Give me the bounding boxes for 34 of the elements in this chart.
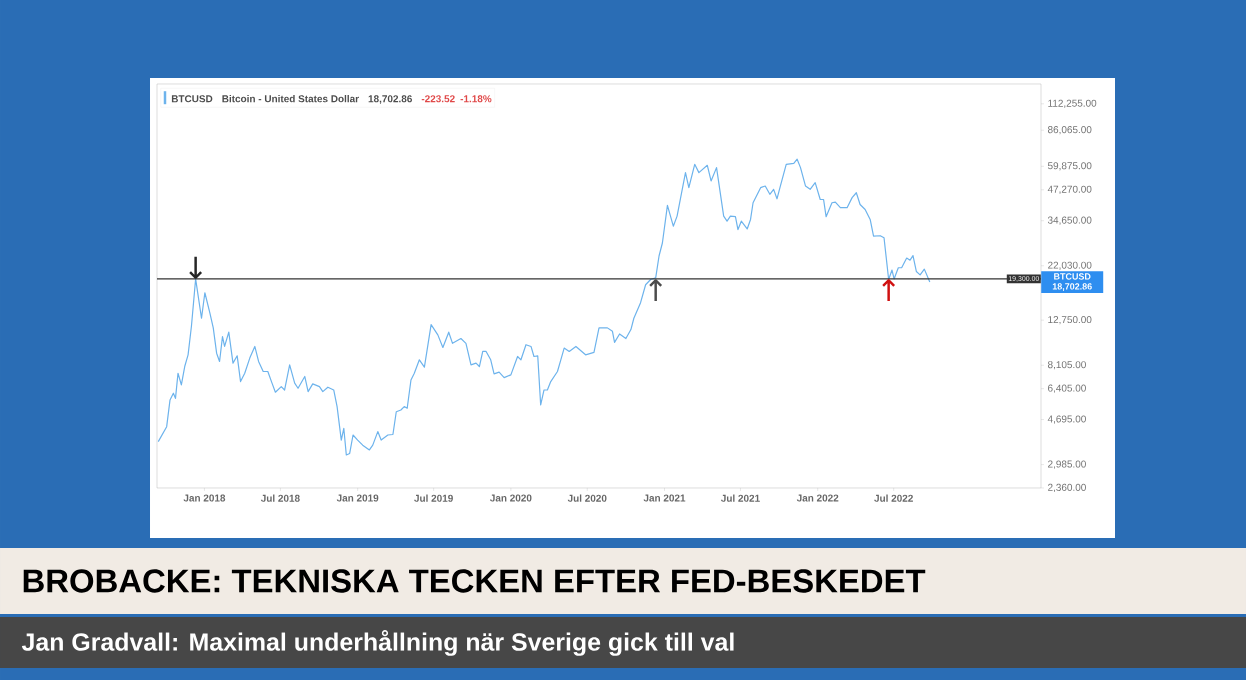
x-tick-label: Jan 2022 [796,494,839,502]
annotation: -223.52 [421,95,455,103]
x-tick-label: Jan 2019 [336,494,379,502]
y-tick-label: 12,750.00 [1048,316,1092,325]
annotation: ↑ [649,279,663,302]
y-tick-label: 86,065.00 [1047,126,1092,135]
y-tick-label: 8,105.00 [1047,361,1086,370]
x-tick-label: Jul 2019 [414,494,453,502]
annotation: 18,702.86 [368,95,412,104]
legend-label: BTCUSD [171,95,213,103]
text: BTCUSD 18,702.86 [1052,273,1092,291]
y-tick-label: 22,030.00 [1048,261,1092,270]
y-tick-label: 6,405.00 [1048,384,1086,393]
annotation: ↑ [882,279,896,302]
y-tick-label: 112,255.00 [1048,99,1097,108]
y-tick-label: 47,270.00 [1047,185,1092,194]
text: BROBACKE: TEKNISKA TECKEN EFTER FED-BESKEDET [23,569,926,593]
annotation: ↓ [189,256,203,279]
x-tick-label: Jul 2018 [260,494,300,502]
y-tick-label: 2,360.00 [1048,483,1086,493]
annotation: Bitcoin - United States Dollar [222,94,359,103]
y-tick-label: 59,875.00 [1047,162,1092,171]
y-tick-label: 34,650.00 [1047,216,1092,225]
y-tick-label: 4,695.00 [1047,415,1086,424]
annotation: -1.18% [460,95,492,103]
x-tick-label: Jul 2022 [874,494,913,502]
x-tick-label: Jul 2020 [567,494,607,502]
y-tick-label: 2,985.00 [1048,460,1086,469]
line-series [157,158,931,456]
text: Jan Gradvall: Maximal underhållning när Sverige gick till val [21,630,734,656]
x-tick-label: Jan 2018 [183,494,226,502]
x-tick-label: Jan 2020 [489,494,532,502]
x-tick-label: Jul 2021 [720,494,760,502]
x-tick-label: Jan 2021 [643,494,686,502]
